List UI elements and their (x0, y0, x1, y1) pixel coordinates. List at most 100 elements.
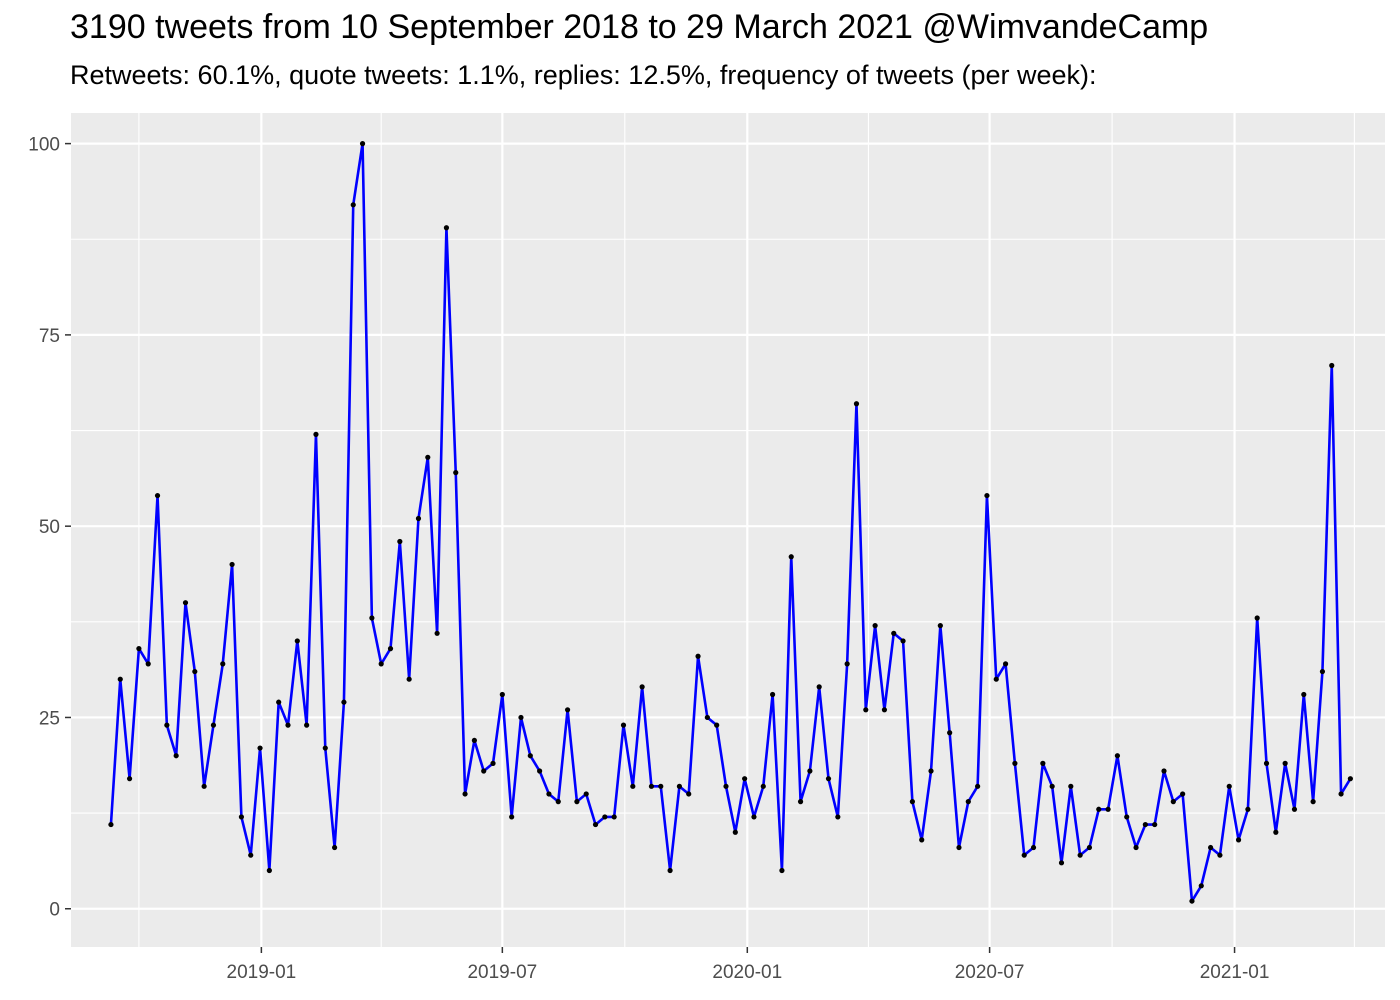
data-point (816, 684, 822, 690)
x-tick-label: 2019-07 (467, 962, 537, 983)
data-point (397, 538, 403, 545)
data-point (937, 623, 943, 629)
data-point (201, 783, 207, 789)
data-point (788, 554, 794, 560)
data-point (844, 661, 850, 667)
data-point (406, 676, 412, 682)
data-point (229, 561, 235, 568)
data-point (1226, 783, 1232, 789)
data-point (1347, 776, 1353, 782)
chart-title: 3190 tweets from 10 September 2018 to 29… (70, 8, 1209, 46)
data-point (667, 867, 673, 874)
data-point (294, 638, 300, 644)
data-point (1152, 821, 1158, 828)
data-point (1245, 806, 1251, 812)
data-point (583, 791, 589, 797)
data-point (369, 615, 375, 621)
data-point (387, 646, 394, 652)
x-axis: 2019-01 2019-07 2020-01 2020-07 2021-01 (227, 947, 1270, 983)
data-point (117, 676, 123, 682)
data-point (471, 737, 477, 744)
data-point (1217, 852, 1223, 858)
data-point (947, 730, 953, 736)
x-tick-label: 2019-01 (227, 962, 297, 983)
chart-subtitle: Retweets: 60.1%, quote tweets: 1.1%, rep… (70, 60, 1097, 90)
data-point (891, 630, 897, 636)
data-point (1235, 837, 1242, 843)
data-point (639, 684, 645, 690)
data-point (695, 653, 701, 659)
data-point (182, 600, 189, 606)
data-point (1105, 806, 1111, 812)
data-point (1142, 821, 1148, 828)
data-point (1096, 806, 1102, 812)
data-point (1319, 668, 1326, 675)
data-point (1170, 799, 1176, 805)
data-point (1189, 898, 1195, 904)
data-point (126, 776, 133, 782)
data-point (378, 661, 384, 667)
data-point (518, 714, 524, 721)
data-point (779, 867, 785, 874)
data-point (611, 814, 617, 820)
data-point (835, 814, 841, 820)
y-tick-label: 50 (39, 517, 60, 538)
data-point (658, 783, 664, 789)
data-point (220, 661, 226, 667)
data-point (1208, 844, 1214, 851)
data-point (900, 638, 906, 644)
data-point (210, 722, 217, 728)
data-point (853, 401, 860, 407)
data-point (443, 225, 450, 231)
data-point (1012, 760, 1018, 766)
data-point (238, 814, 245, 820)
data-point (1282, 760, 1288, 766)
data-point (415, 515, 422, 522)
data-point (648, 783, 655, 789)
data-point (481, 768, 487, 774)
data-point (630, 783, 636, 789)
data-point (154, 492, 161, 499)
data-point (136, 646, 142, 652)
data-point (1254, 615, 1260, 621)
data-point (909, 799, 915, 805)
data-point (686, 791, 692, 797)
data-point (592, 821, 599, 828)
data-point (825, 776, 832, 782)
y-axis: 0 25 50 75 100 (28, 135, 71, 921)
data-point (1086, 844, 1093, 851)
y-tick-label: 100 (28, 135, 60, 156)
data-point (760, 783, 766, 789)
data-point (1114, 753, 1121, 759)
series-layer (108, 141, 1353, 904)
data-point (574, 799, 580, 805)
data-point (546, 791, 552, 797)
data-point (276, 699, 282, 705)
data-point (863, 707, 869, 713)
data-point (1338, 791, 1344, 797)
data-point (993, 676, 999, 682)
data-point (285, 722, 291, 728)
data-point (1180, 791, 1186, 797)
data-point (555, 799, 561, 805)
data-point (490, 760, 496, 766)
data-point (1133, 844, 1139, 851)
data-point (956, 844, 962, 851)
x-tick-label: 2020-07 (955, 962, 1025, 983)
data-point (1291, 806, 1298, 812)
data-point (919, 837, 925, 843)
data-point (509, 814, 515, 820)
x-tick-label: 2021-01 (1200, 962, 1270, 983)
data-point (975, 783, 981, 789)
data-point (527, 753, 533, 759)
data-point (620, 722, 627, 728)
data-point (1049, 783, 1055, 789)
y-tick-label: 25 (39, 708, 60, 729)
data-point (602, 814, 608, 820)
data-point (872, 623, 878, 629)
data-point (1040, 760, 1046, 766)
data-point (266, 867, 272, 874)
data-point (359, 141, 366, 147)
data-point (751, 814, 757, 820)
data-point (1263, 760, 1270, 766)
